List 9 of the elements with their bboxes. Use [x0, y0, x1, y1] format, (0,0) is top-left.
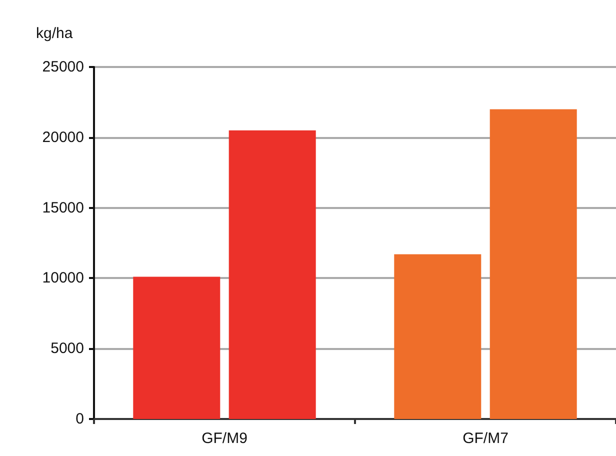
y-tick-label: 10000 — [42, 270, 84, 287]
x-tick-label: GF/M9 — [202, 430, 248, 447]
x-tick-label: GF/M7 — [462, 430, 508, 447]
y-tick-label: 15000 — [42, 199, 84, 216]
y-tick-label: 5000 — [50, 340, 84, 358]
y-axis-title: kg/ha — [36, 25, 74, 42]
y-tick-label: 25000 — [42, 58, 84, 76]
y-tick-label: 20000 — [42, 128, 84, 146]
y-tick-label: 0 — [76, 410, 84, 428]
